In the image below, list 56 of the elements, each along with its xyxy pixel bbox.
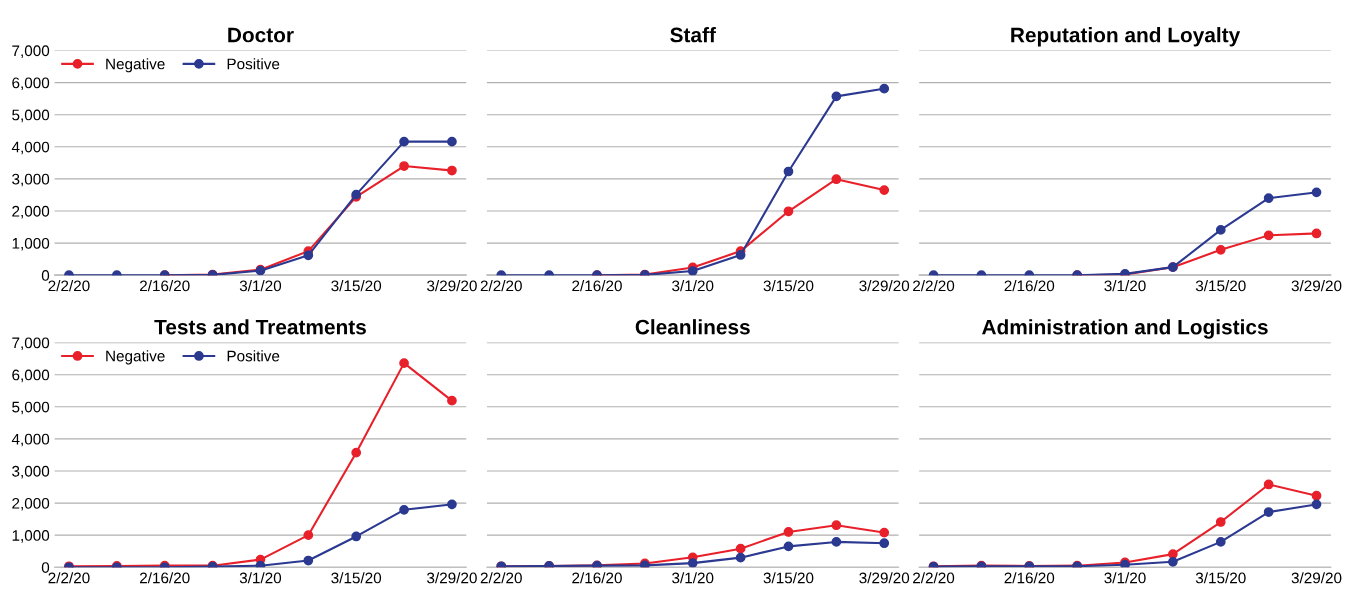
x-tick-label: 2/2/20 xyxy=(480,280,522,292)
y-tick-label: 4,000 xyxy=(11,433,50,447)
x-tick-label: 3/29/20 xyxy=(859,572,910,584)
x-tick-label: 2/2/20 xyxy=(48,280,90,292)
y-tick-label: 3,000 xyxy=(12,465,50,479)
x-tick-label: 2/16/20 xyxy=(139,572,190,584)
x-tick-label: 2/16/20 xyxy=(139,280,190,292)
y-tick-label: 2,000 xyxy=(12,205,50,219)
y-tick-label: 6,000 xyxy=(12,77,50,91)
legend-label: Positive xyxy=(227,350,280,362)
x-tick-label: 3/15/20 xyxy=(331,280,382,292)
y-tick-label: 5,000 xyxy=(12,109,50,123)
y-tick-label: 0 xyxy=(41,270,50,281)
y-tick-label: 2,000 xyxy=(12,497,50,511)
x-tick-label: 3/15/20 xyxy=(331,572,382,584)
x-tick-label: 3/1/20 xyxy=(672,572,714,584)
y-tick-label: 0 xyxy=(41,562,50,573)
x-tick-label: 3/15/20 xyxy=(763,280,814,292)
y-tick-label: 7,000 xyxy=(12,45,50,58)
x-tick-label: 2/2/20 xyxy=(913,280,955,292)
x-tick-label: 3/29/20 xyxy=(1291,280,1342,292)
x-tick-label: 3/15/20 xyxy=(1195,572,1246,584)
legend-label: Negative xyxy=(106,58,165,73)
x-tick-label: 2/16/20 xyxy=(572,280,622,292)
x-tick-label: 3/29/20 xyxy=(427,572,477,584)
x-tick-label: 3/1/20 xyxy=(1104,572,1146,584)
y-tick-label: 3,000 xyxy=(12,173,50,187)
x-tick-label: 3/1/20 xyxy=(672,280,714,292)
chart-title: Staff xyxy=(670,27,716,43)
chart-title: Cleanliness xyxy=(635,319,750,335)
chart-title: Doctor xyxy=(228,27,294,43)
x-tick-label: 3/29/20 xyxy=(859,280,910,292)
x-tick-label: 2/16/20 xyxy=(1004,572,1055,584)
x-tick-label: 2/2/20 xyxy=(913,572,955,584)
y-tick-label: 6,000 xyxy=(12,369,50,383)
x-tick-label: 2/16/20 xyxy=(572,572,622,584)
y-tick-label: 1,000 xyxy=(12,237,50,251)
y-tick-label: 4,000 xyxy=(11,141,50,155)
legend-label: Negative xyxy=(106,350,165,365)
x-tick-label: 2/16/20 xyxy=(1004,280,1055,292)
chart-title: Tests and Treatments xyxy=(154,319,366,335)
y-tick-label: 5,000 xyxy=(12,401,50,415)
chart-title: Administration and Logistics xyxy=(982,319,1268,339)
legend-label: Positive xyxy=(227,58,280,70)
x-tick-label: 3/29/20 xyxy=(427,280,477,292)
chart-title: Reputation and Loyalty xyxy=(1011,27,1241,47)
x-tick-label: 3/1/20 xyxy=(239,572,282,584)
x-tick-label: 3/15/20 xyxy=(1195,280,1246,292)
y-tick-label: 1,000 xyxy=(12,530,50,543)
x-tick-label: 3/15/20 xyxy=(763,572,814,584)
x-tick-label: 3/1/20 xyxy=(239,280,282,292)
x-tick-label: 2/2/20 xyxy=(480,572,522,584)
x-tick-label: 3/29/20 xyxy=(1291,572,1342,584)
y-tick-label: 7,000 xyxy=(12,337,50,351)
x-tick-label: 2/2/20 xyxy=(48,572,90,584)
x-tick-label: 3/1/20 xyxy=(1104,280,1146,292)
